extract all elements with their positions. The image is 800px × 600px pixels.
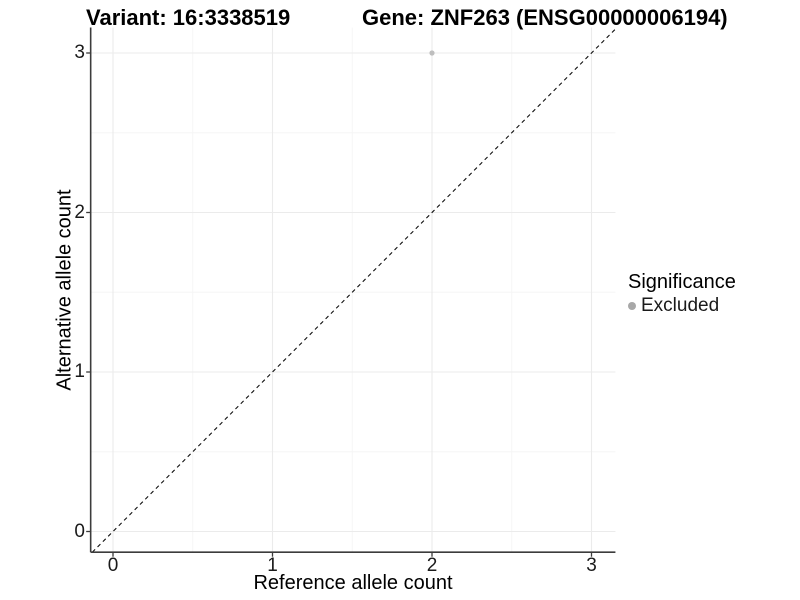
plot-title-variant: Variant: 16:3338519 — [86, 5, 291, 30]
legend-entry-label: Excluded — [641, 295, 720, 316]
y-tick-label-2: 2 — [74, 201, 85, 223]
x-axis-title: Reference allele count — [253, 572, 453, 594]
x-tick-label-1: 1 — [267, 555, 278, 576]
y-tick-label-1: 1 — [74, 361, 85, 382]
legend: Significance Excluded — [628, 271, 736, 317]
x-tick-label-0: 0 — [107, 555, 119, 576]
plot-title-gene: Gene: ZNF263 (ENSG00000006194) — [362, 5, 728, 30]
legend-title: Significance — [628, 271, 736, 293]
x-tick-label-2: 2 — [426, 555, 438, 576]
legend-entry-excluded: Excluded — [628, 295, 736, 317]
data-point-excluded — [429, 50, 435, 56]
y-axis-title: Alternative allele count — [53, 189, 76, 391]
x-tick-label-3: 3 — [586, 555, 597, 576]
y-tick-label-0: 0 — [74, 520, 85, 542]
legend-point-icon — [628, 302, 636, 310]
y-tick-label-3: 3 — [74, 42, 85, 63]
identity-dashed-line — [91, 28, 616, 553]
